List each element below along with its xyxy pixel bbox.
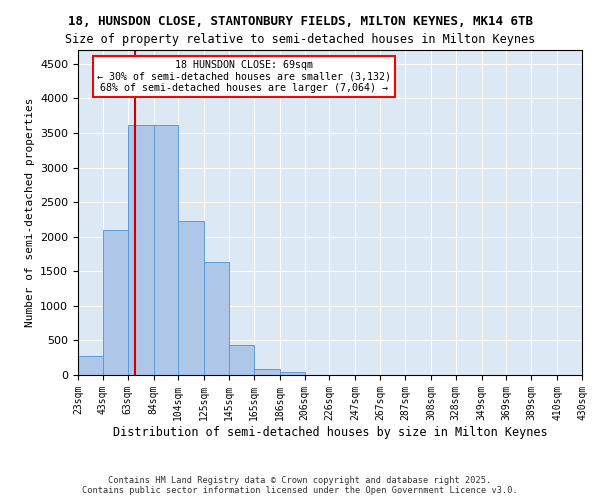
Bar [280, 372, 305, 375]
X-axis label: Distribution of semi-detached houses by size in Milton Keynes: Distribution of semi-detached houses by … [113, 426, 547, 438]
Bar [178, 222, 205, 375]
Text: Size of property relative to semi-detached houses in Milton Keynes: Size of property relative to semi-detach… [65, 32, 535, 46]
Bar [78, 356, 103, 375]
Bar [254, 369, 280, 375]
Text: 18 HUNSDON CLOSE: 69sqm
← 30% of semi-detached houses are smaller (3,132)
68% of: 18 HUNSDON CLOSE: 69sqm ← 30% of semi-de… [97, 60, 391, 93]
Text: Contains HM Land Registry data © Crown copyright and database right 2025.
Contai: Contains HM Land Registry data © Crown c… [82, 476, 518, 495]
Bar [128, 124, 154, 375]
Bar [154, 124, 178, 375]
Bar [229, 344, 254, 375]
Text: 18, HUNSDON CLOSE, STANTONBURY FIELDS, MILTON KEYNES, MK14 6TB: 18, HUNSDON CLOSE, STANTONBURY FIELDS, M… [67, 15, 533, 28]
Y-axis label: Number of semi-detached properties: Number of semi-detached properties [25, 98, 35, 327]
Bar [103, 230, 128, 375]
Bar [205, 262, 229, 375]
